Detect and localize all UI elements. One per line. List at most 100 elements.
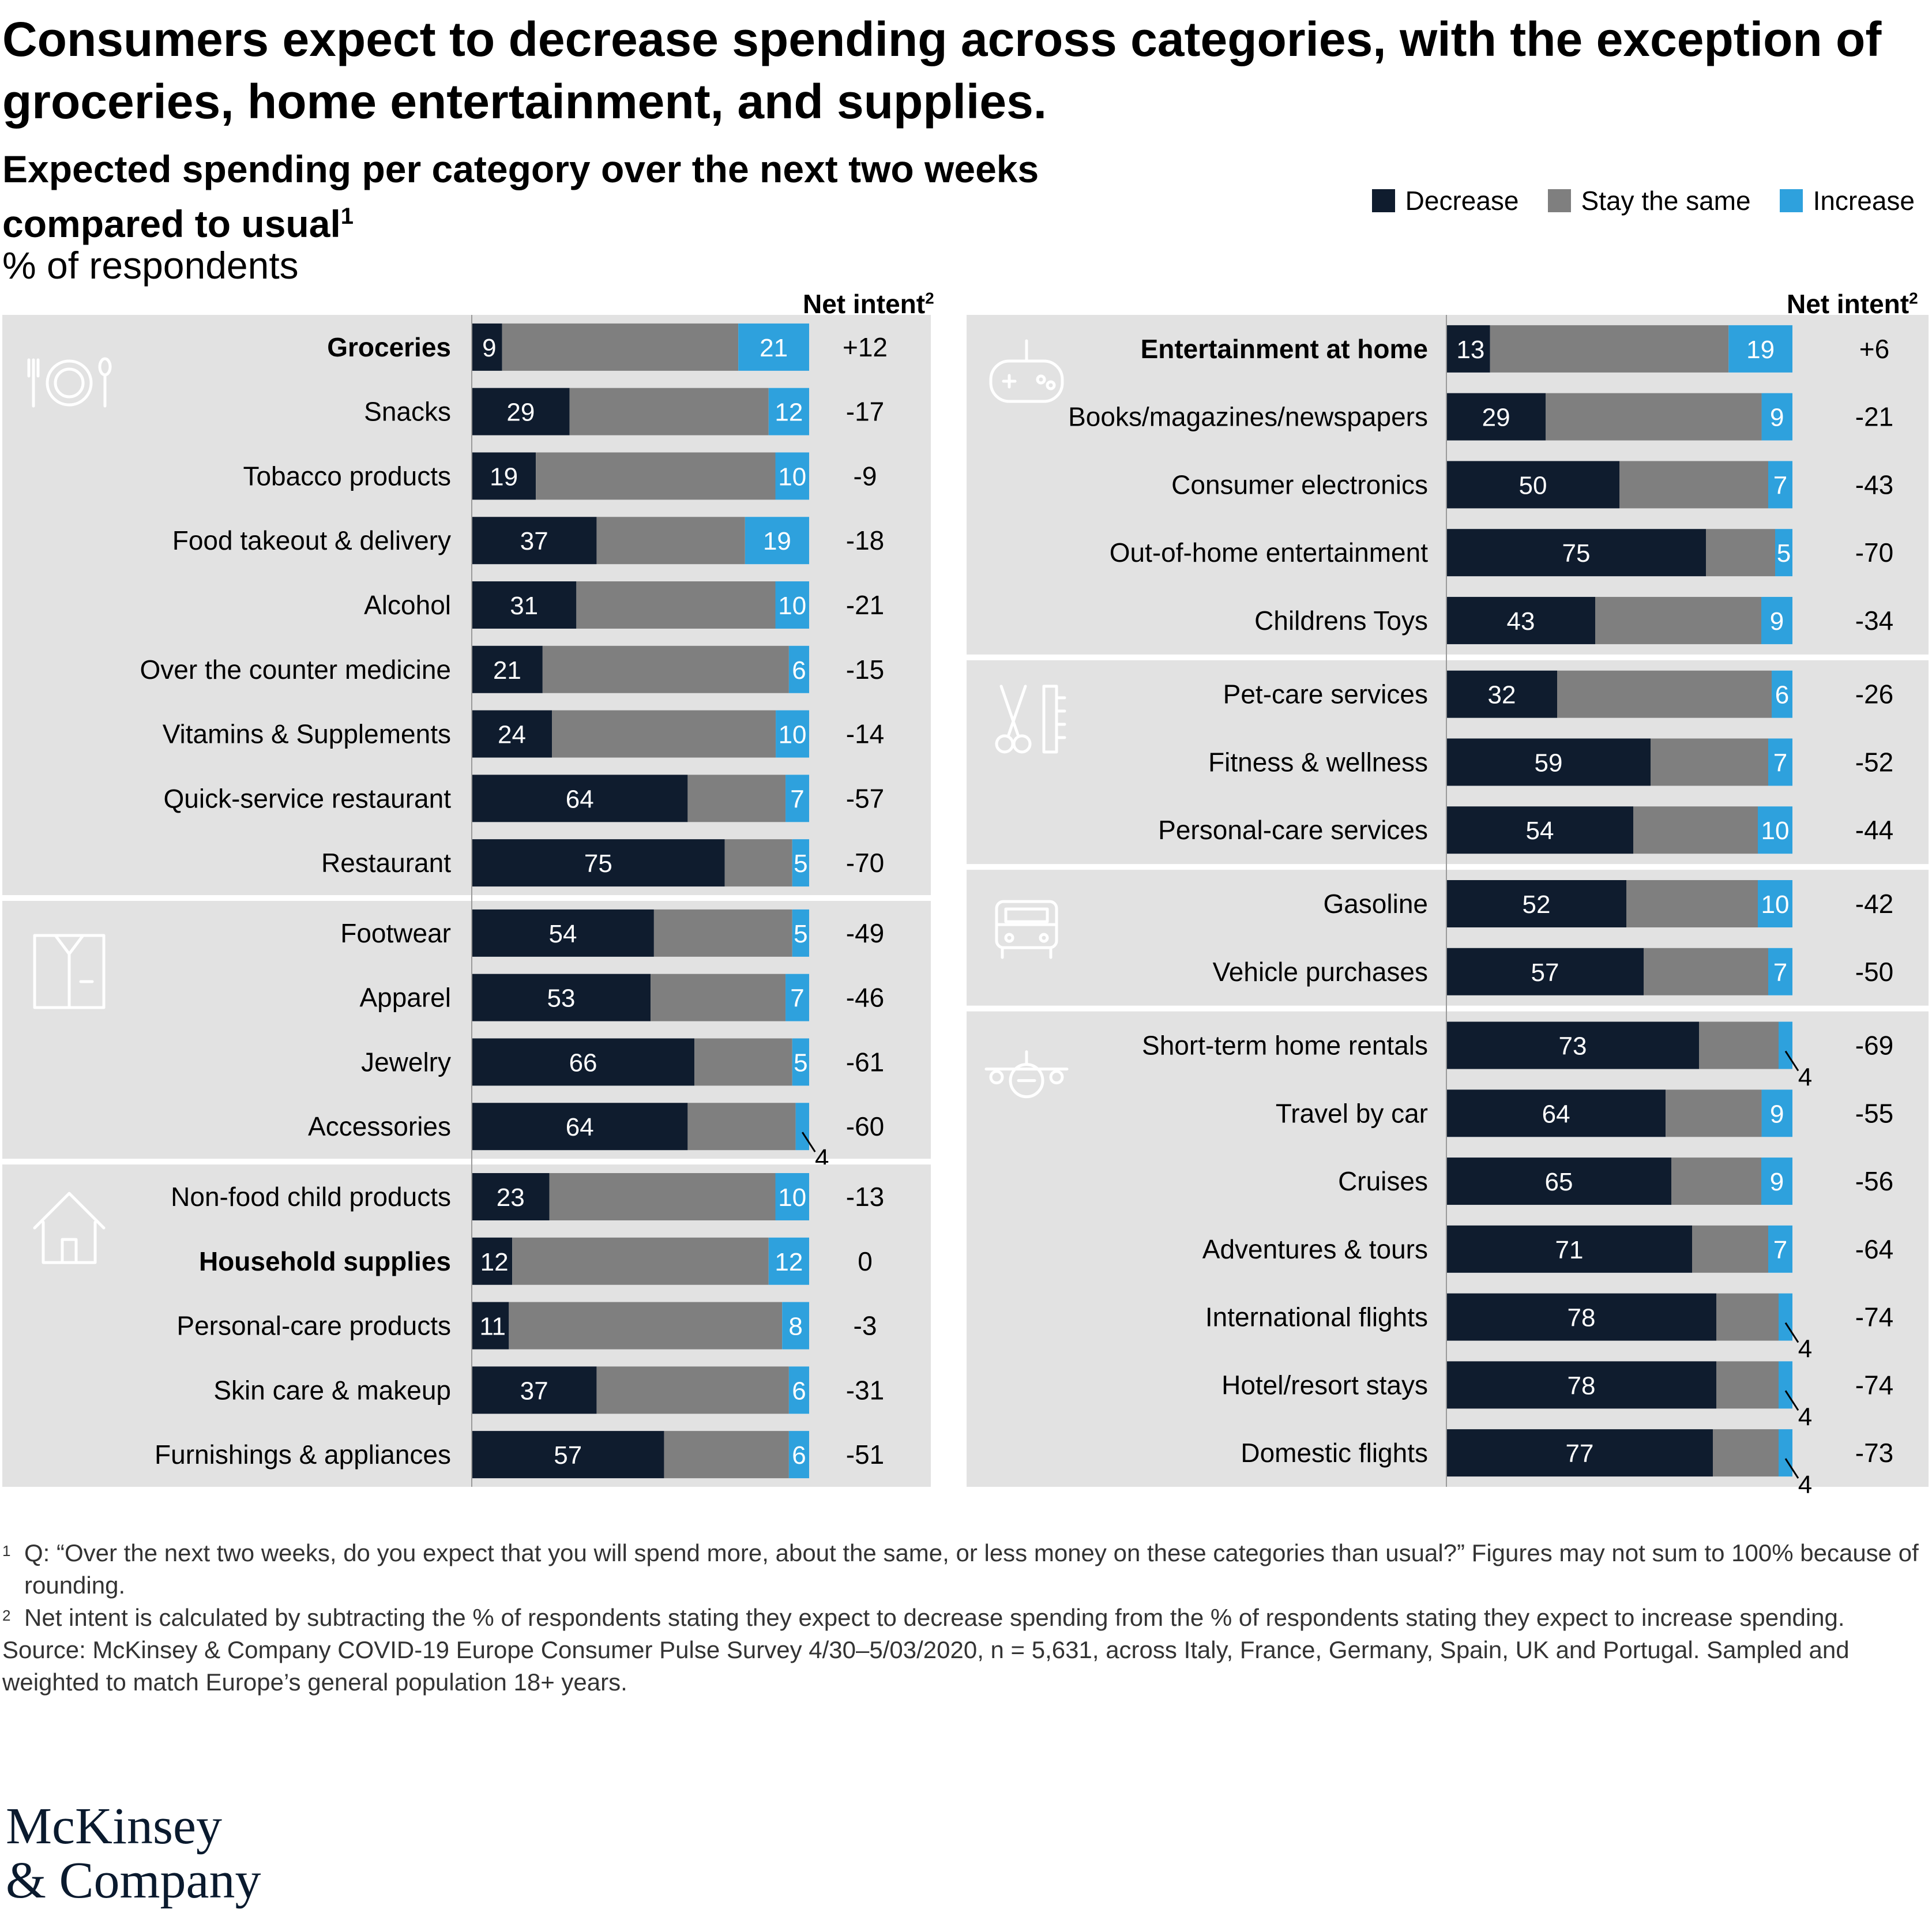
- bar-segment-increase: [1779, 1021, 1792, 1069]
- bar-segment-increase: [785, 974, 809, 1021]
- value-label-increase: 5: [794, 850, 807, 878]
- value-label-increase: 4: [1798, 1064, 1812, 1092]
- callout-line: [1784, 1390, 1799, 1411]
- bar-segment-decrease: [1446, 529, 1706, 577]
- net-intent-value: -69: [1855, 1031, 1893, 1061]
- bar-segment-decrease: [1446, 806, 1633, 854]
- source-note: Source: McKinsey & Company COVID-19 Euro…: [2, 1636, 1850, 1696]
- bar-segment-decrease: [472, 1237, 513, 1285]
- value-label-increase: 4: [1798, 1471, 1812, 1499]
- value-label-decrease: 24: [498, 721, 526, 749]
- net-intent-value: -9: [854, 461, 877, 491]
- footnote-text: Q: “Over the next two weeks, do you expe…: [24, 1539, 1919, 1599]
- bar-segment-increase: [1761, 596, 1792, 644]
- bar-segment-decrease: [1446, 325, 1490, 373]
- scissors-comb-icon-stroke: [1006, 685, 1027, 738]
- bar-segment-decrease: [472, 839, 725, 887]
- bar-segment-same: [1671, 1158, 1761, 1205]
- net-intent-value: -43: [1855, 469, 1893, 499]
- bar-segment-decrease: [1446, 1225, 1692, 1273]
- dining-icon: [27, 357, 112, 408]
- bar-segment-increase: [1775, 529, 1792, 577]
- category-label: Fitness & wellness: [1208, 747, 1428, 777]
- value-label-increase: 4: [1798, 1335, 1812, 1363]
- value-label-increase: 12: [775, 1248, 803, 1276]
- bar-segment-same: [502, 323, 739, 371]
- chart-headline: Consumers expect to decrease spending ac…: [2, 12, 1882, 129]
- bar-segment-increase: [1779, 1293, 1792, 1341]
- legend-label-same: Stay the same: [1581, 186, 1751, 216]
- value-label-increase: 7: [1773, 749, 1787, 777]
- bar-segment-increase: [782, 1302, 809, 1350]
- value-label-decrease: 64: [566, 785, 594, 813]
- net-intent-value: -31: [846, 1375, 884, 1405]
- value-label-decrease: 65: [1545, 1168, 1573, 1196]
- value-label-increase: 9: [1770, 1100, 1784, 1128]
- category-label: Out-of-home entertainment: [1110, 538, 1428, 568]
- bar-segment-decrease: [1446, 596, 1595, 644]
- value-label-increase: 7: [1773, 471, 1787, 499]
- bar-segment-decrease: [1446, 1361, 1716, 1409]
- callout-line: [1784, 1322, 1799, 1343]
- bar-segment-increase: [1779, 1429, 1792, 1477]
- shirt-icon: [33, 934, 106, 1009]
- bar-segment-same: [1626, 880, 1758, 927]
- net-intent-value: -49: [846, 918, 884, 948]
- value-label-decrease: 29: [506, 399, 535, 427]
- category-label: Alcohol: [364, 590, 451, 620]
- net-intent-header-right: Net intent2: [1787, 288, 1918, 320]
- net-intent-value: -17: [846, 397, 884, 427]
- category-label: Adventures & tours: [1202, 1234, 1428, 1264]
- category-label: Household supplies: [199, 1246, 451, 1276]
- bar-segment-same: [596, 1366, 789, 1414]
- bar-segment-same: [1546, 393, 1762, 441]
- net-intent-value: 0: [858, 1246, 873, 1276]
- bar-segment-same: [596, 517, 745, 565]
- bar-segment-same: [549, 1173, 776, 1220]
- legend-swatch-decrease: [1371, 189, 1395, 212]
- category-label: Footwear: [340, 918, 451, 948]
- category-label: Furnishings & appliances: [155, 1440, 451, 1470]
- callout-line: [802, 1132, 816, 1153]
- chart-subtitle: Expected spending per category over the …: [2, 145, 1098, 247]
- car-icon-stroke: [1004, 933, 1014, 943]
- plane-icon-stroke: [1049, 1070, 1064, 1085]
- scissors-comb-icon: [995, 685, 1066, 754]
- bar-segment-decrease: [472, 1431, 664, 1479]
- value-label-increase: 10: [778, 463, 806, 491]
- net-intent-footnote-mark: 2: [925, 289, 934, 307]
- category-label: International flights: [1205, 1302, 1428, 1332]
- bar-segment-same: [1666, 1089, 1762, 1137]
- value-label-increase: 21: [760, 334, 788, 362]
- legend-label-decrease: Decrease: [1405, 186, 1519, 216]
- value-label-increase: 5: [794, 920, 807, 948]
- house-icon-stroke: [61, 1238, 78, 1264]
- net-intent-value: -3: [854, 1311, 877, 1341]
- plane-icon-stroke: [989, 1070, 1004, 1085]
- net-intent-value: -56: [1855, 1166, 1893, 1196]
- gamepad-icon-stroke: [1036, 374, 1046, 385]
- net-intent-value: -74: [1855, 1370, 1893, 1400]
- bar-segment-same: [1706, 529, 1775, 577]
- net-intent-value: -73: [1855, 1438, 1893, 1468]
- bar-segment-increase: [788, 645, 809, 693]
- value-label-increase: 9: [1770, 607, 1784, 636]
- car-icon-stroke: [1004, 907, 1049, 923]
- legend-item-decrease: Decrease: [1371, 183, 1519, 218]
- net-intent-value: -51: [846, 1440, 884, 1470]
- value-label-decrease: 11: [479, 1313, 506, 1341]
- value-label-increase: 10: [779, 721, 807, 749]
- category-label: Over the counter medicine: [140, 655, 452, 685]
- footnote-text: Net intent is calculated by subtracting …: [24, 1604, 1845, 1631]
- bar-segment-same: [1595, 596, 1761, 644]
- value-label-increase: 10: [778, 1183, 806, 1212]
- bar-segment-decrease: [472, 1366, 597, 1414]
- value-label-increase: 5: [794, 1049, 807, 1077]
- value-label-decrease: 32: [1488, 681, 1516, 709]
- dining-icon-stroke: [54, 367, 85, 399]
- legend-item-same: Stay the same: [1547, 183, 1751, 218]
- value-label-increase: 5: [1777, 539, 1791, 568]
- category-label: Consumer electronics: [1171, 469, 1428, 499]
- legend-label-increase: Increase: [1813, 186, 1915, 216]
- value-label-decrease: 43: [1507, 607, 1535, 636]
